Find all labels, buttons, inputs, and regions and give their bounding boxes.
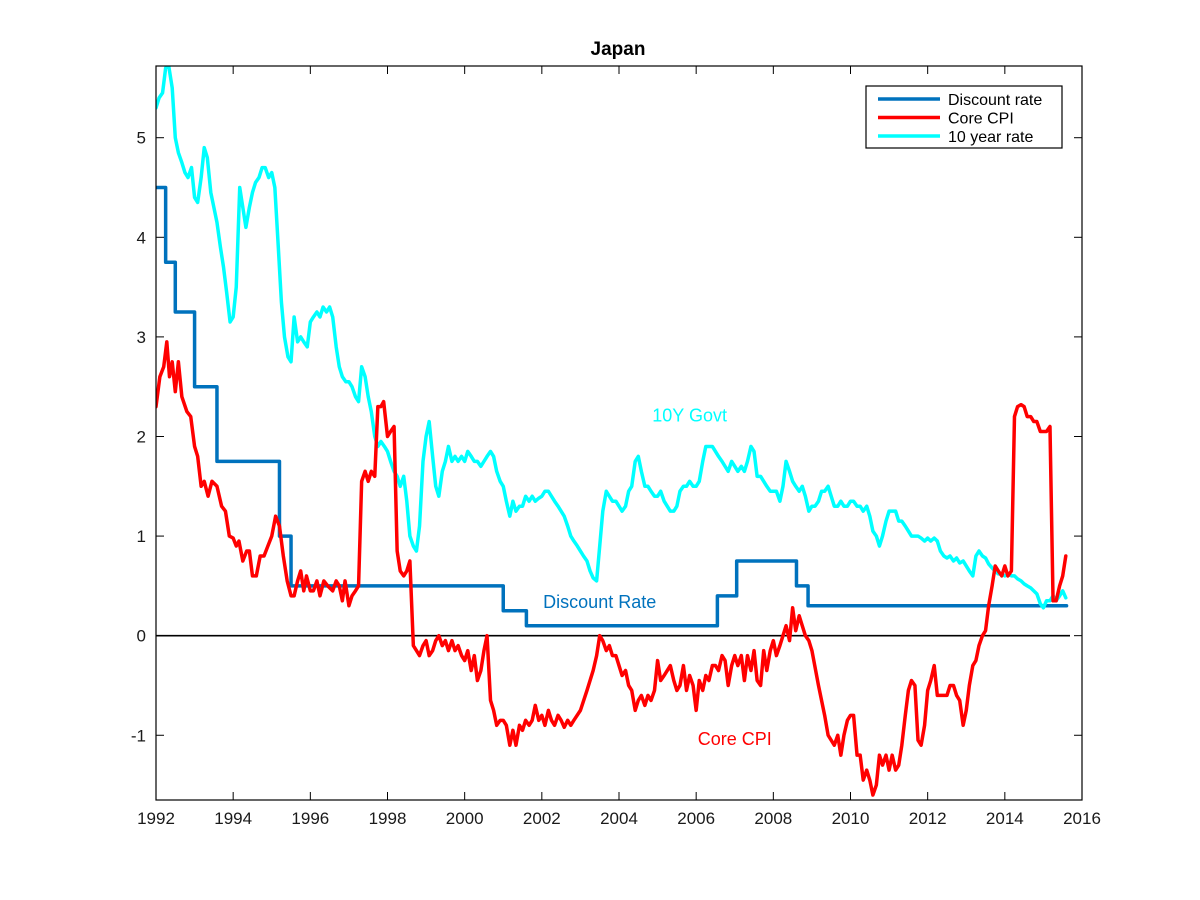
annotation-ann_discount: Discount Rate xyxy=(543,592,656,612)
series-line-cpi xyxy=(156,340,1068,797)
chart-title: Japan xyxy=(591,39,646,60)
y-tick-label: 4 xyxy=(137,228,146,247)
series-line-tenyear xyxy=(156,66,1068,610)
annotation-ann_10y: 10Y Govt xyxy=(652,406,727,426)
annotation-ann_cpi: Core CPI xyxy=(698,729,772,749)
x-tick-label: 2016 xyxy=(1063,809,1101,828)
x-tick-label: 2002 xyxy=(523,809,561,828)
legend-label-cpi: Core CPI xyxy=(948,111,1014,128)
x-tick-label: 1992 xyxy=(137,809,175,828)
x-tick-label: 2006 xyxy=(677,809,715,828)
x-tick-label: 2014 xyxy=(986,809,1024,828)
x-tick-label: 1996 xyxy=(291,809,329,828)
series-line-discount xyxy=(156,185,1069,628)
x-tick-label: 2012 xyxy=(909,809,947,828)
plot-area: 1992 1994 1996 1998 2000 2002 2004 2006 2008 2010… xyxy=(131,65,1101,828)
legend-label-discount: Discount rate xyxy=(948,92,1042,109)
y-tick-label: -1 xyxy=(131,726,146,745)
legend-label-tenyear: 10 year rate xyxy=(948,129,1033,146)
x-tick-label: 2008 xyxy=(754,809,792,828)
x-tick-label: 1998 xyxy=(369,809,407,828)
x-tick-label: 1994 xyxy=(214,809,252,828)
y-tick-label: 3 xyxy=(137,328,146,347)
x-tick-label: 2000 xyxy=(446,809,484,828)
y-tick-label: 2 xyxy=(137,427,146,446)
x-tick-label: 2010 xyxy=(832,809,870,828)
x-tick-label: 2004 xyxy=(600,809,638,828)
y-tick-label: 0 xyxy=(137,627,146,646)
y-tick-label: 5 xyxy=(137,129,146,148)
y-tick-label: 1 xyxy=(137,527,146,546)
